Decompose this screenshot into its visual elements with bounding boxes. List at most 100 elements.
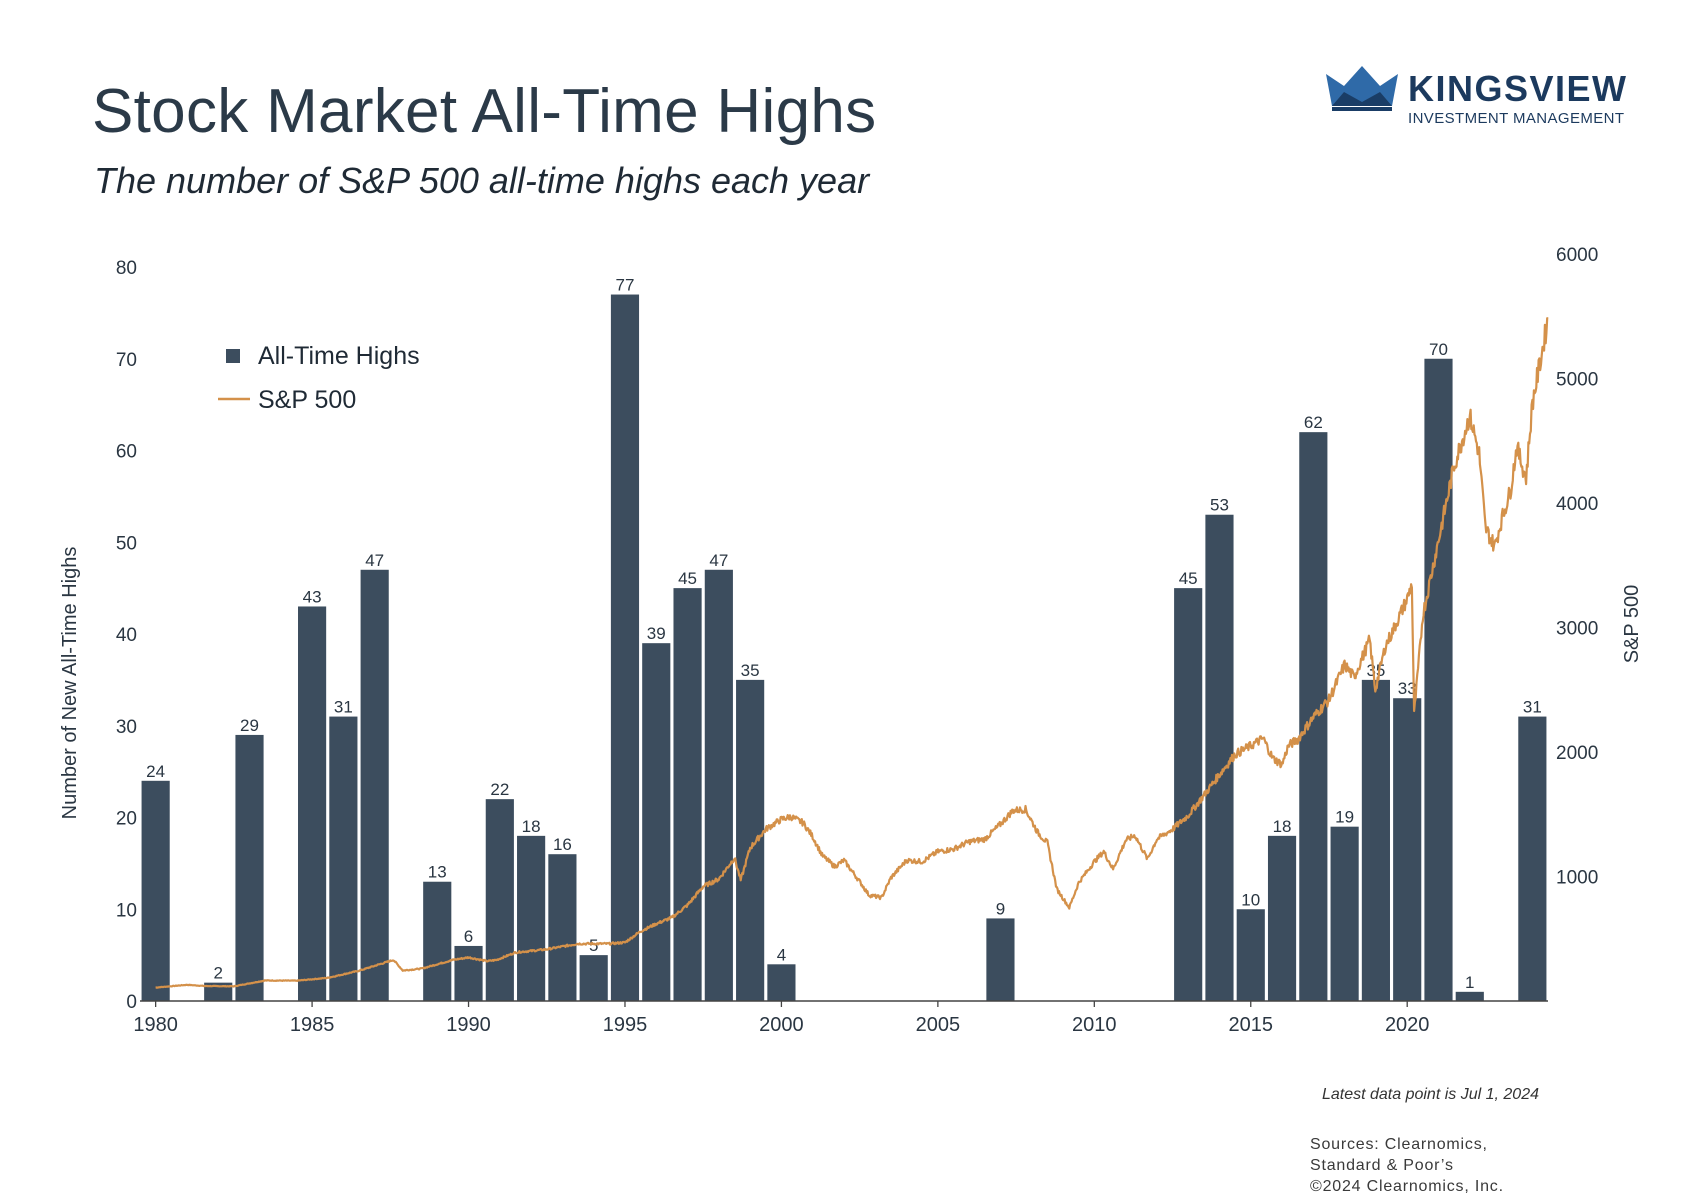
y-tick-label: 60 <box>116 442 137 463</box>
bar <box>1424 358 1453 1001</box>
x-tick-label: 2000 <box>759 1014 804 1036</box>
bar-value-label: 4 <box>777 945 786 964</box>
page-subtitle: The number of S&P 500 all-time highs eac… <box>94 160 870 201</box>
bar <box>548 854 577 1001</box>
bar-value-label: 35 <box>741 661 760 680</box>
bar <box>736 679 765 1001</box>
page-title: Stock Market All-Time Highs <box>92 77 877 146</box>
bar-value-label: 47 <box>709 551 728 570</box>
y2-tick-label: 6000 <box>1556 245 1598 266</box>
bar <box>485 799 514 1001</box>
crown-icon <box>1326 66 1398 111</box>
legend: All-Time Highs S&P 500 <box>218 342 420 414</box>
y2-tick-label: 4000 <box>1556 494 1598 515</box>
bar <box>423 881 452 1001</box>
bar <box>1518 716 1547 1001</box>
bar <box>1361 679 1390 1001</box>
bar-value-label: 31 <box>334 698 353 717</box>
bar-value-label: 18 <box>522 817 541 836</box>
sources: Sources: Clearnomics, Standard & Poor’s … <box>1310 1134 1504 1197</box>
bar <box>642 643 671 1001</box>
sp500-line <box>155 317 1549 989</box>
bar <box>610 294 640 1001</box>
x-tick-label: 1995 <box>603 1014 648 1036</box>
bar <box>517 835 546 1001</box>
source-line: Standard & Poor’s <box>1310 1157 1454 1174</box>
bar <box>235 734 264 1001</box>
bar <box>1174 588 1203 1001</box>
bar-value-label: 70 <box>1429 340 1448 359</box>
bar <box>329 716 358 1001</box>
bar <box>1205 514 1234 1001</box>
bar <box>579 955 608 1001</box>
bar-value-label: 6 <box>464 927 473 946</box>
source-line: ©2024 Clearnomics, Inc. <box>1310 1178 1504 1195</box>
bar <box>141 780 170 1001</box>
bar-value-label: 1 <box>1465 973 1474 992</box>
bar <box>454 945 483 1001</box>
bar-value-label: 24 <box>146 762 165 781</box>
y-tick-label: 80 <box>116 258 137 279</box>
bar <box>704 569 733 1001</box>
x-tick-label: 2005 <box>916 1014 961 1036</box>
bar-value-label: 9 <box>996 899 1005 918</box>
x-tick-label: 2020 <box>1385 1014 1430 1036</box>
bar <box>767 964 796 1001</box>
bar-value-label: 2 <box>213 964 222 983</box>
bar-value-label: 33 <box>1398 679 1417 698</box>
kingsview-logo: KINGSVIEW INVESTMENT MANAGEMENT <box>1326 62 1626 132</box>
bar-value-label: 45 <box>1179 569 1198 588</box>
bar-value-label: 47 <box>365 551 384 570</box>
y-tick-label: 0 <box>126 992 137 1013</box>
y2-tick-label: 3000 <box>1556 619 1598 640</box>
bar-value-label: 43 <box>303 587 322 606</box>
bar <box>1455 991 1484 1001</box>
bar <box>1267 835 1297 1001</box>
y2-axis-label: S&P 500 <box>1621 585 1643 664</box>
bar-value-label: 5 <box>589 936 598 955</box>
x-tick-label: 2010 <box>1072 1014 1117 1036</box>
y2-tick-label: 1000 <box>1556 868 1598 889</box>
bar-value-label: 18 <box>1273 817 1292 836</box>
x-tick-label: 1990 <box>446 1014 491 1036</box>
y-tick-label: 10 <box>116 900 137 921</box>
bar <box>986 918 1015 1001</box>
bar-value-label: 77 <box>616 276 635 295</box>
bar-value-label: 13 <box>428 863 447 882</box>
bar-value-label: 45 <box>678 569 697 588</box>
bar <box>298 606 327 1001</box>
x-tick-label: 2015 <box>1229 1014 1274 1036</box>
logo-tagline: INVESTMENT MANAGEMENT <box>1408 110 1625 127</box>
y-tick-label: 70 <box>116 350 137 371</box>
source-line: Sources: Clearnomics, <box>1310 1136 1488 1153</box>
bar-value-label: 22 <box>490 780 509 799</box>
y-tick-label: 30 <box>116 717 137 738</box>
y2-tick-label: 5000 <box>1556 370 1598 391</box>
bar-value-label: 29 <box>240 716 259 735</box>
x-tick-label: 1980 <box>133 1014 178 1036</box>
legend-bar-label: All-Time Highs <box>258 342 420 370</box>
bar-value-label: 53 <box>1210 496 1229 515</box>
bar <box>1236 909 1265 1001</box>
y-tick-label: 20 <box>116 809 137 830</box>
bar-value-label: 62 <box>1304 413 1323 432</box>
bar <box>1330 826 1359 1001</box>
bar-value-label: 19 <box>1335 808 1354 827</box>
legend-bar-swatch <box>226 349 240 363</box>
y2-tick-label: 2000 <box>1556 743 1598 764</box>
bar-value-label: 16 <box>553 835 572 854</box>
bar-value-label: 10 <box>1241 890 1260 909</box>
y-axis-label: Number of New All-Time Highs <box>59 547 81 820</box>
legend-line-label: S&P 500 <box>258 386 356 414</box>
bar-value-label: 31 <box>1523 698 1542 717</box>
bar <box>360 569 389 1001</box>
x-tick-label: 1985 <box>290 1014 335 1036</box>
bar <box>673 588 702 1001</box>
logo-name: KINGSVIEW <box>1408 68 1628 109</box>
y-tick-label: 40 <box>116 625 137 646</box>
bar <box>1393 698 1422 1001</box>
latest-data-note: Latest data point is Jul 1, 2024 <box>1321 1086 1539 1103</box>
bar-value-label: 39 <box>647 624 666 643</box>
y-tick-label: 50 <box>116 533 137 554</box>
